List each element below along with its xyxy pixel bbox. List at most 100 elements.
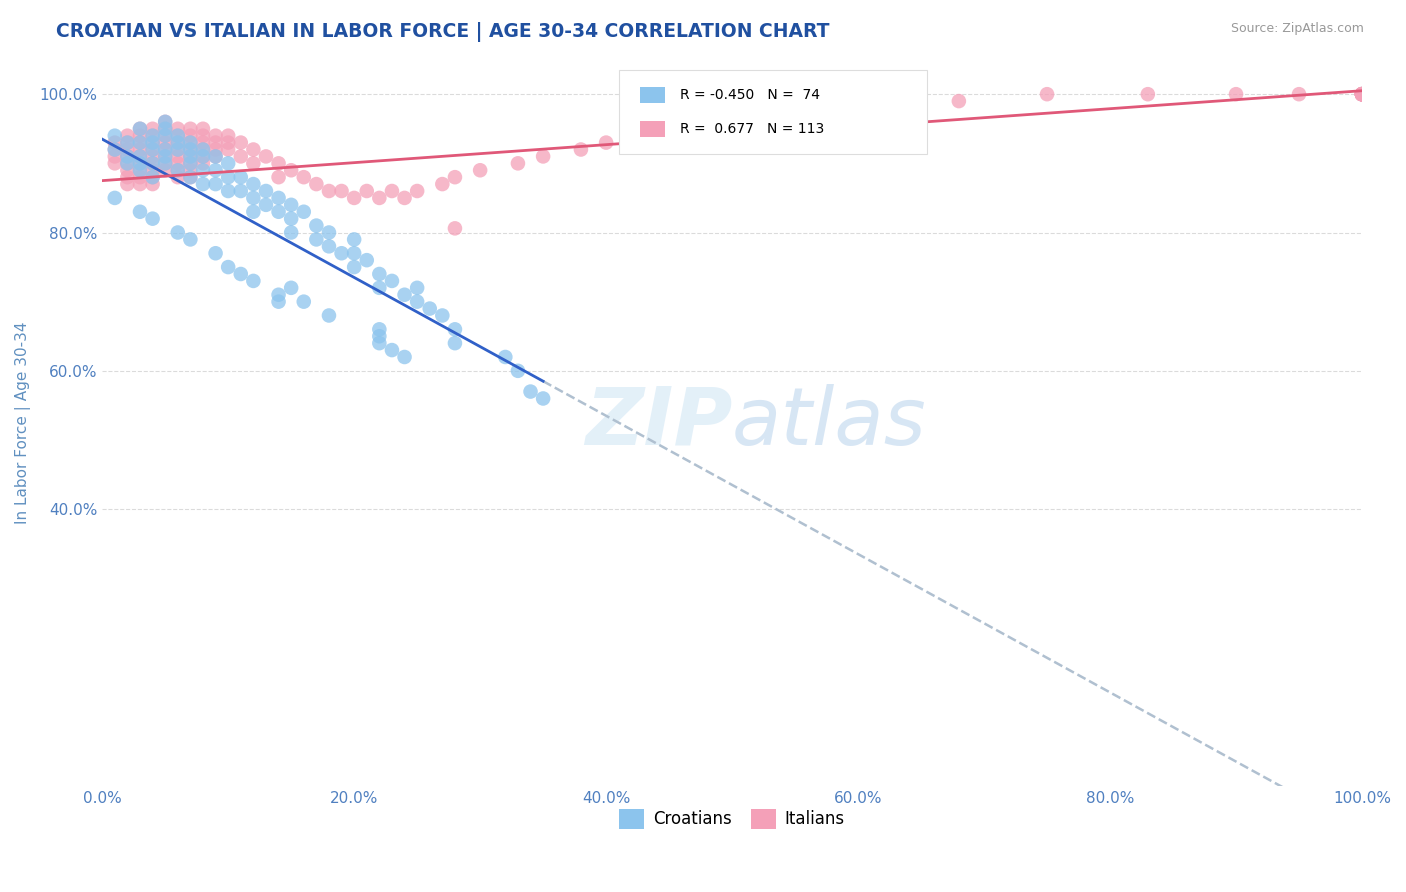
Point bbox=[153, 156, 176, 170]
Point bbox=[129, 170, 152, 185]
Point bbox=[153, 156, 176, 170]
Point bbox=[166, 163, 188, 178]
Point bbox=[142, 177, 165, 191]
Point bbox=[153, 121, 176, 136]
Point bbox=[166, 226, 188, 240]
Point bbox=[142, 128, 165, 143]
Point bbox=[179, 143, 201, 157]
Point bbox=[153, 121, 176, 136]
Point bbox=[506, 364, 529, 378]
Point bbox=[254, 149, 277, 163]
Point bbox=[117, 177, 139, 191]
Point bbox=[142, 128, 165, 143]
Point bbox=[179, 156, 201, 170]
Point bbox=[129, 163, 152, 178]
Point bbox=[179, 121, 201, 136]
Point bbox=[305, 219, 328, 233]
Point bbox=[166, 136, 188, 150]
Point bbox=[142, 170, 165, 185]
Point bbox=[444, 221, 467, 235]
Point bbox=[229, 184, 252, 198]
Point bbox=[1351, 87, 1374, 102]
Point bbox=[129, 149, 152, 163]
Point bbox=[1351, 87, 1374, 102]
Point bbox=[142, 156, 165, 170]
Point bbox=[318, 309, 340, 323]
Point bbox=[217, 136, 239, 150]
Point bbox=[153, 115, 176, 129]
Point bbox=[229, 136, 252, 150]
Point bbox=[330, 184, 353, 198]
Point bbox=[242, 143, 264, 157]
Point bbox=[104, 191, 127, 205]
Point bbox=[229, 267, 252, 281]
Point bbox=[242, 191, 264, 205]
Point bbox=[166, 149, 188, 163]
Text: CROATIAN VS ITALIAN IN LABOR FORCE | AGE 30-34 CORRELATION CHART: CROATIAN VS ITALIAN IN LABOR FORCE | AGE… bbox=[56, 22, 830, 42]
Point bbox=[721, 115, 744, 129]
Point bbox=[153, 163, 176, 178]
Point bbox=[468, 163, 491, 178]
Point bbox=[142, 156, 165, 170]
Point bbox=[166, 121, 188, 136]
Point bbox=[406, 281, 429, 295]
Point bbox=[1351, 87, 1374, 102]
Point bbox=[1036, 87, 1059, 102]
Point bbox=[166, 143, 188, 157]
Point bbox=[179, 128, 201, 143]
Point bbox=[1225, 87, 1247, 102]
Point bbox=[166, 156, 188, 170]
Point bbox=[280, 198, 302, 212]
FancyBboxPatch shape bbox=[619, 70, 928, 154]
Point bbox=[129, 163, 152, 178]
Point bbox=[166, 170, 188, 185]
Point bbox=[104, 156, 127, 170]
Point bbox=[104, 149, 127, 163]
Point bbox=[406, 184, 429, 198]
Point bbox=[129, 121, 152, 136]
Point bbox=[179, 149, 201, 163]
Point bbox=[117, 128, 139, 143]
Point bbox=[846, 101, 869, 115]
Point bbox=[204, 163, 226, 178]
Point bbox=[1351, 87, 1374, 102]
Point bbox=[104, 143, 127, 157]
Point bbox=[381, 184, 404, 198]
Point bbox=[531, 149, 554, 163]
Point bbox=[142, 170, 165, 185]
Point bbox=[356, 253, 378, 268]
Point bbox=[343, 232, 366, 246]
Point bbox=[519, 384, 541, 399]
Point bbox=[381, 343, 404, 357]
Point bbox=[142, 136, 165, 150]
Point bbox=[280, 226, 302, 240]
Point bbox=[142, 121, 165, 136]
Point bbox=[506, 156, 529, 170]
Point bbox=[153, 149, 176, 163]
Point bbox=[117, 149, 139, 163]
Point bbox=[204, 177, 226, 191]
Point bbox=[153, 136, 176, 150]
Point bbox=[368, 329, 391, 343]
Point bbox=[204, 143, 226, 157]
Text: R = -0.450   N =  74: R = -0.450 N = 74 bbox=[681, 88, 821, 102]
Point bbox=[179, 232, 201, 246]
Point bbox=[117, 163, 139, 178]
Point bbox=[633, 128, 655, 143]
Point bbox=[242, 156, 264, 170]
Point bbox=[1351, 87, 1374, 102]
Point bbox=[204, 149, 226, 163]
Point bbox=[191, 149, 214, 163]
Point bbox=[671, 121, 693, 136]
Point bbox=[419, 301, 441, 316]
Point bbox=[444, 170, 467, 185]
Point bbox=[1136, 87, 1159, 102]
Point bbox=[381, 274, 404, 288]
Point bbox=[153, 143, 176, 157]
Point bbox=[267, 191, 290, 205]
Point bbox=[191, 136, 214, 150]
Point bbox=[129, 128, 152, 143]
Point bbox=[318, 184, 340, 198]
FancyBboxPatch shape bbox=[640, 120, 665, 136]
Point bbox=[1351, 87, 1374, 102]
